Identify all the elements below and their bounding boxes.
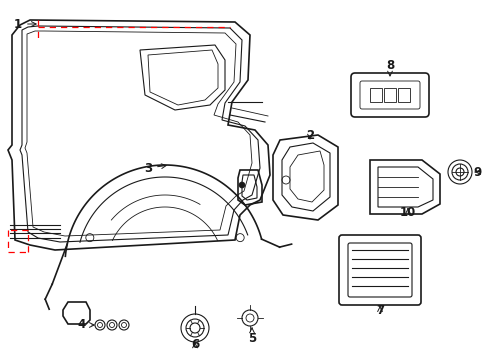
Text: 8: 8 [385, 59, 393, 76]
Text: 6: 6 [190, 338, 199, 351]
Text: 3: 3 [143, 162, 166, 175]
Circle shape [239, 182, 244, 188]
Text: 4: 4 [78, 319, 94, 332]
Text: 9: 9 [473, 166, 481, 179]
Text: 5: 5 [247, 328, 256, 345]
Bar [397, 88, 409, 102]
Text: 7: 7 [375, 303, 383, 316]
Bar [369, 88, 381, 102]
Bar [383, 88, 395, 102]
Text: 2: 2 [305, 129, 313, 141]
Text: 1: 1 [14, 18, 36, 31]
Text: 10: 10 [399, 206, 415, 219]
